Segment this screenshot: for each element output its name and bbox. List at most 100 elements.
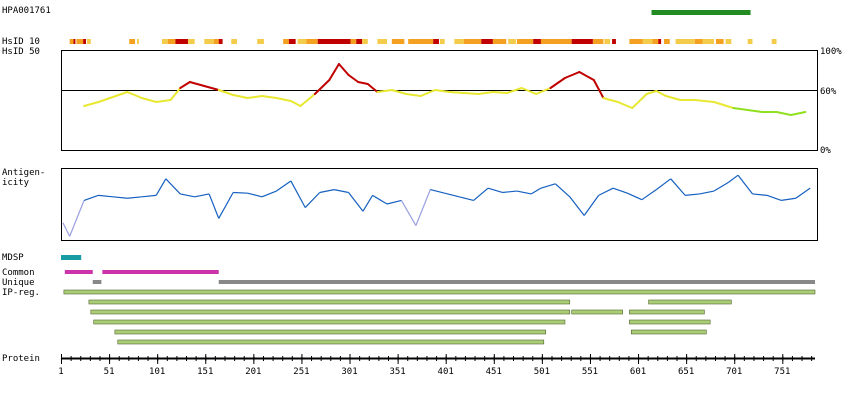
hsid10-segment — [167, 39, 176, 44]
ipreg-bar — [629, 309, 705, 315]
protein-axis-tick-label: 51 — [104, 367, 115, 377]
antigenicity-line-segment — [386, 199, 402, 205]
hsid10-segment — [350, 39, 357, 44]
hsid50-line-segment — [299, 93, 316, 107]
hsid10-segment — [257, 39, 264, 44]
hsid10-segment — [86, 39, 91, 44]
antigenicity-line-segment — [112, 196, 128, 199]
unique-bar — [218, 280, 815, 284]
hsid10-segment — [571, 39, 593, 44]
hsid50-line-segment — [549, 77, 566, 89]
hsid50-y-tick-label: 100% — [820, 47, 842, 57]
hsid10-segment — [218, 39, 223, 44]
antigenicity-line-segment — [69, 200, 85, 237]
hsid10-segment — [492, 39, 507, 44]
antigenicity-line-segment — [728, 174, 739, 183]
ipreg-bar — [631, 329, 707, 335]
antigenicity-line-segment — [62, 222, 71, 237]
hsid50-line-segment — [477, 91, 494, 95]
ipreg-bar — [90, 309, 571, 315]
hsid50-line-segment — [746, 109, 764, 113]
antigenicity-line-segment — [612, 187, 628, 194]
hsid10-segment — [771, 39, 777, 44]
antigenicity-label: Antigen- icity — [2, 168, 46, 188]
antigenicity-line-segment — [372, 194, 388, 205]
ipreg-bar — [63, 289, 816, 295]
hsid10-segment — [658, 39, 662, 44]
feature-tracks — [61, 255, 816, 345]
ipreg-bar — [648, 299, 732, 305]
antigenicity-line-segment — [655, 178, 672, 191]
hsid10-segment — [129, 39, 136, 44]
antigen-region-bar — [651, 10, 751, 15]
hsid50-label: HsID 50 — [2, 47, 40, 57]
hsid50-line-segment — [337, 63, 350, 76]
antigenicity-line-segment — [670, 178, 686, 196]
hsid50-line-segment — [217, 89, 235, 96]
hsid50-line-segment — [602, 97, 619, 103]
hsid50-line-segment — [655, 90, 667, 97]
hsid50-line-segment — [448, 91, 465, 94]
hsid10-segment — [612, 39, 616, 44]
hsid50-line-segment — [506, 87, 523, 94]
antigenicity-line-segment — [141, 194, 157, 198]
protein-axis-tick-label: 651 — [678, 367, 694, 377]
hsid50-line-segment — [97, 96, 114, 103]
antigenicity-line-segment — [247, 192, 263, 198]
antigenicity-line-segment — [127, 196, 142, 199]
hsid50-line-segment — [732, 107, 749, 111]
hsid50-line-segment — [713, 101, 735, 109]
antigenicity-line-segment — [304, 192, 321, 209]
hsid50-line-segment — [357, 81, 369, 85]
hsid50-line-segment — [313, 79, 331, 95]
hsid50-line-segment — [578, 71, 595, 81]
hsid50-line-segment — [434, 89, 451, 93]
hsid10-segment — [161, 39, 168, 44]
common-bar — [102, 270, 219, 274]
antigenicity-frame — [61, 168, 818, 241]
antigenicity-line-segment — [554, 183, 571, 198]
antigenicity-line-segment — [180, 193, 195, 198]
unique-bar — [92, 280, 102, 284]
hsid10-segment — [362, 39, 368, 44]
hsid10-segment — [629, 39, 643, 44]
hsid50-line-segment — [462, 92, 480, 95]
hsid50-line-segment — [405, 93, 422, 97]
hsid50-line-segment — [664, 95, 682, 101]
hsid10-segment — [533, 39, 541, 44]
hsid10-segment — [69, 39, 74, 44]
hsid10-segment — [463, 39, 482, 44]
antigenicity-line-segment — [276, 180, 292, 192]
hsid50-frame — [61, 50, 818, 151]
hsid10-segment — [185, 39, 195, 44]
hsid10-segment — [204, 39, 214, 44]
protein-axis-tick-label: 551 — [582, 367, 598, 377]
hsid50-line-segment — [140, 97, 158, 103]
protein-label: Protein — [2, 354, 40, 364]
ipreg-bar — [629, 319, 711, 325]
antigenicity-line-segment — [83, 194, 99, 201]
hsid50-line-segment — [261, 95, 278, 99]
hsid50-line-segment — [390, 89, 408, 95]
antigenicity-line-segment — [348, 192, 364, 212]
protein-axis-tick-label: 751 — [774, 367, 790, 377]
antigenicity-line-segment — [487, 187, 503, 194]
hsid10-segment — [675, 39, 695, 44]
antigenicity-line-segment — [737, 174, 753, 195]
antigenicity-line-segment — [685, 193, 700, 196]
antigenicity-line-segment — [766, 194, 782, 201]
protein-axis-tick-label: 1 — [58, 367, 63, 377]
hsid10-segment — [76, 39, 84, 44]
hsid10-segment — [702, 39, 715, 44]
protein-axis-tick-label: 601 — [630, 367, 646, 377]
hsid50-line-segment — [631, 93, 648, 109]
antigenicity-line-segment — [583, 195, 600, 216]
ipreg-bar — [114, 329, 547, 335]
hsid50-panel: 100% 60% 0% — [61, 47, 842, 156]
hsid50-line-segment — [535, 87, 552, 95]
ipreg-label: IP-reg. — [2, 288, 40, 298]
hsid10-segment — [694, 39, 703, 44]
antigenicity-line-segment — [362, 195, 374, 212]
hsid10-segment — [592, 39, 604, 44]
hsid50-line-segment — [491, 91, 509, 94]
